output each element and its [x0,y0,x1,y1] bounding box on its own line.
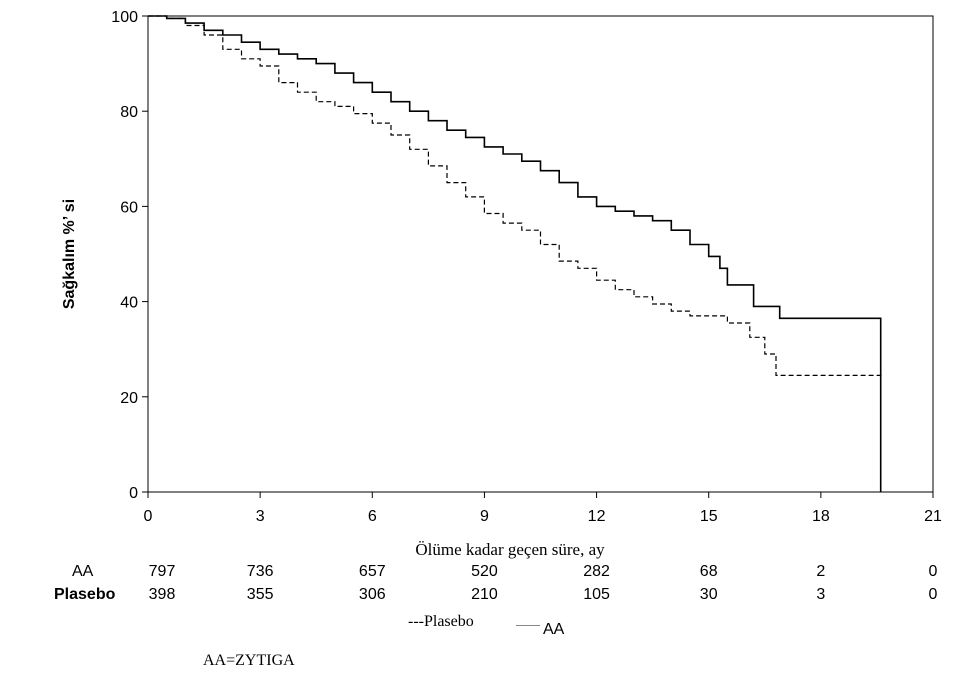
x-tick-label: 9 [480,508,489,525]
risk-value: 398 [148,586,176,603]
legend-line-aa [516,625,540,626]
risk-value: 797 [148,563,176,580]
series-layer [148,15,885,492]
risk-value: 105 [583,586,610,603]
risk-value: 0 [928,586,938,603]
x-tick-label: 0 [144,508,153,525]
risk-value: 68 [699,563,718,580]
risk-value: 657 [358,563,386,580]
plot-frame [147,15,934,493]
risk-value: 0 [928,563,938,580]
risk-value: 2 [816,563,826,580]
risk-value: 282 [583,563,610,580]
x-tick-label: 18 [812,508,830,525]
y-axis: 0 20 40 60 80 100 [111,9,148,502]
x-tick-label: 21 [924,508,942,525]
y-tick-label: 20 [120,390,138,407]
y-tick-label: 100 [111,9,138,26]
x-tick-label: 12 [588,508,606,525]
x-axis: 0 3 6 9 12 15 18 21 [144,492,942,525]
risk-value: 520 [471,563,498,580]
y-tick-label: 0 [129,485,138,502]
legend-item-aa: AA [543,621,565,638]
risk-value: 210 [471,586,498,603]
series-line-aa [148,15,882,492]
y-tick-label: 80 [120,104,138,121]
risk-row-label-aa: AA [72,563,94,580]
legend-item-plasebo: ---Plasebo [408,613,474,630]
x-tick-label: 6 [368,508,377,525]
risk-value: 736 [246,563,274,580]
y-axis-label: Sağkalım %’ si [61,199,78,309]
y-tick-label: 60 [120,199,138,216]
x-tick-label: 3 [256,508,265,525]
survival-chart: 0 20 40 60 80 100 0 3 6 9 12 15 18 21 Sağkalım %’ si… [61,9,942,559]
y-tick-label: 40 [120,295,138,312]
risk-value: 3 [816,586,826,603]
risk-value: 30 [699,586,718,603]
risk-value: 355 [246,586,274,603]
risk-value: 306 [358,586,386,603]
risk-row-label-plasebo: Plasebo [54,586,116,603]
x-tick-label: 15 [700,508,718,525]
footnote: AA=ZYTIGA [203,652,295,669]
x-axis-label: Ölüme kadar geçen süre, ay [415,540,605,559]
series-line-plasebo [148,15,885,376]
